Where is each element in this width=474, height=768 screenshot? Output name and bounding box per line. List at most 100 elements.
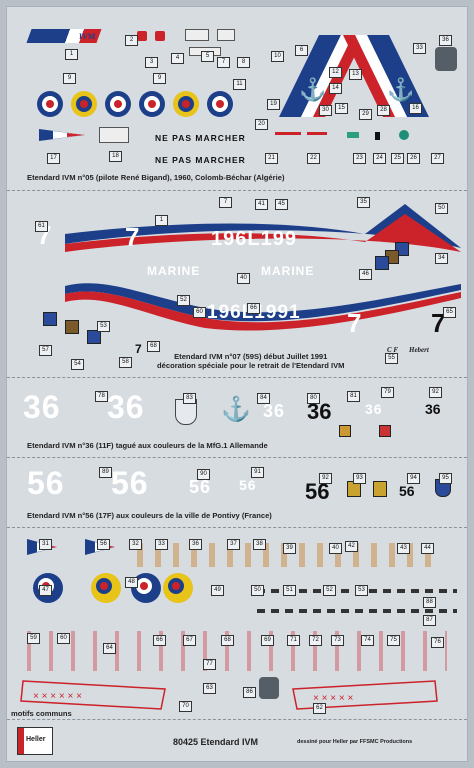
decal-number-label: 14 bbox=[329, 83, 342, 94]
decal-number-label: 41 bbox=[255, 199, 268, 210]
decal-number-label: 1 bbox=[65, 49, 78, 60]
decal-number-label: 72 bbox=[309, 635, 322, 646]
roundel-icon bbox=[71, 91, 97, 117]
decal-number-label: 28 bbox=[377, 105, 390, 116]
decal-number-label: 59 bbox=[27, 633, 40, 644]
roundel-icon bbox=[37, 91, 63, 117]
insignia-icon bbox=[339, 425, 351, 437]
decal-number-label: 32 bbox=[129, 539, 142, 550]
placard-icon bbox=[99, 127, 129, 143]
decal-number-label: 61 bbox=[35, 221, 48, 232]
decal-number-label: 25 bbox=[391, 153, 404, 164]
insignia-icon bbox=[65, 320, 79, 334]
placard-icon bbox=[217, 29, 235, 41]
decal-number-label: 33 bbox=[413, 43, 426, 54]
decal-number-label: 65 bbox=[443, 307, 456, 318]
decal-number-label: 55 bbox=[385, 353, 398, 364]
decal-number-label: 70 bbox=[179, 701, 192, 712]
decal-number-label: 34 bbox=[435, 253, 448, 264]
marking-strip bbox=[347, 132, 359, 138]
roundel-icon bbox=[173, 91, 199, 117]
decal-number-label: 79 bbox=[381, 387, 394, 398]
decal-number-label: 5 bbox=[201, 51, 214, 62]
no-step-stencil: NE PAS MARCHER bbox=[155, 133, 246, 143]
decal-number-label: 53 bbox=[97, 321, 110, 332]
decal-number-label: 52 bbox=[177, 295, 190, 306]
decal-number-label: 2 bbox=[125, 35, 138, 46]
svg-text:× × × × ×: × × × × × bbox=[313, 693, 353, 704]
section-3-caption: Etendard IVM n°36 (11F) tagué aux couleu… bbox=[27, 441, 268, 450]
decal-number-label: 18 bbox=[109, 151, 122, 162]
decal-number-label: 66 bbox=[247, 303, 260, 314]
roundel-icon bbox=[139, 91, 165, 117]
insignia-icon bbox=[379, 425, 391, 437]
decal-number-label: 87 bbox=[423, 615, 436, 626]
svg-text:⚓: ⚓ bbox=[299, 77, 326, 102]
insignia-icon bbox=[43, 312, 57, 326]
decal-number-label: 73 bbox=[331, 635, 344, 646]
divider bbox=[7, 190, 467, 191]
decal-number-label: 66 bbox=[153, 635, 166, 646]
decal-number-label: 9 bbox=[153, 73, 166, 84]
decal-number-label: 62 bbox=[313, 703, 326, 714]
decal-number-label: 42 bbox=[345, 541, 358, 552]
decal-number-label: 47 bbox=[39, 585, 52, 596]
tail-digit: 7 bbox=[135, 342, 142, 356]
decal-number-label: 23 bbox=[353, 153, 366, 164]
decal-number-label: 43 bbox=[397, 543, 410, 554]
marking-strip bbox=[399, 130, 409, 140]
decal-number-label: 60 bbox=[57, 633, 70, 644]
decal-number-label: 3 bbox=[145, 57, 158, 68]
decal-number-label: 19 bbox=[267, 99, 280, 110]
decal-number-label: 84 bbox=[257, 393, 270, 404]
decal-number-label: 71 bbox=[287, 635, 300, 646]
decal-number-label: 94 bbox=[407, 473, 420, 484]
decal-number-label: 35 bbox=[357, 197, 370, 208]
marine-text: MARINE bbox=[147, 264, 201, 278]
marking-strip bbox=[307, 132, 327, 135]
signature-text: C F bbox=[387, 346, 399, 354]
section-2-caption: Etendard IVM n°07 (59S) début Juillet 19… bbox=[157, 352, 345, 370]
decal-number-label: 21 bbox=[265, 153, 278, 164]
decal-number-label: 86 bbox=[243, 687, 256, 698]
brand-name: Heller bbox=[26, 736, 46, 743]
decal-number-label: 76 bbox=[431, 637, 444, 648]
decal-number-label: 69 bbox=[261, 635, 274, 646]
anchor-icon: ⚓ bbox=[221, 396, 251, 423]
unit-badge-icon bbox=[435, 47, 457, 71]
decal-number-label: 78 bbox=[95, 391, 108, 402]
tail-digit: 56 bbox=[111, 465, 149, 501]
decal-number-label: 26 bbox=[407, 153, 420, 164]
decal-number-label: 52 bbox=[323, 585, 336, 596]
decal-number-label: 67 bbox=[183, 635, 196, 646]
tricolour-stripe-lower bbox=[65, 283, 461, 331]
decal-number-label: 92 bbox=[319, 473, 332, 484]
decal-number-label: 38 bbox=[253, 539, 266, 550]
decal-number-label: 90 bbox=[197, 469, 210, 480]
decal-number-label: 40 bbox=[329, 543, 342, 554]
section-3: 36 36 ⚓ 36 36 36 36 Etendard IVM n°36 (1… bbox=[7, 379, 467, 455]
decal-number-label: 49 bbox=[211, 585, 224, 596]
decal-number-label: 60 bbox=[193, 307, 206, 318]
decal-number-label: 93 bbox=[353, 473, 366, 484]
decal-number-label: 91 bbox=[251, 467, 264, 478]
divider bbox=[7, 527, 467, 528]
stencil-strip bbox=[257, 609, 457, 613]
decal-number-label: 44 bbox=[421, 543, 434, 554]
decal-number-label: 29 bbox=[359, 109, 372, 120]
decal-number-label: 45 bbox=[275, 199, 288, 210]
walkway-outline: × × × × × × bbox=[20, 680, 166, 710]
brand-logo: Heller bbox=[17, 727, 53, 755]
svg-text:× × × × × ×: × × × × × × bbox=[33, 691, 82, 702]
decal-sheet: IVM ⚓ ⚓ bbox=[6, 6, 468, 762]
section-2: 7 7 196L199 MARINE MARINE 196L1991 7 7 7… bbox=[7, 192, 467, 378]
decal-number-label: 64 bbox=[103, 643, 116, 654]
rudder-flash: ⚓ ⚓ bbox=[279, 35, 429, 117]
decal-number-label: 83 bbox=[183, 393, 196, 404]
section-5: × × × × × × × × × × × bbox=[7, 529, 467, 719]
tail-digit: 7 bbox=[125, 222, 141, 252]
walkway-outline: × × × × × bbox=[292, 680, 438, 710]
decal-number-label: 74 bbox=[361, 635, 374, 646]
decal-number-label: 8 bbox=[237, 57, 250, 68]
decal-number-label: 50 bbox=[251, 585, 264, 596]
